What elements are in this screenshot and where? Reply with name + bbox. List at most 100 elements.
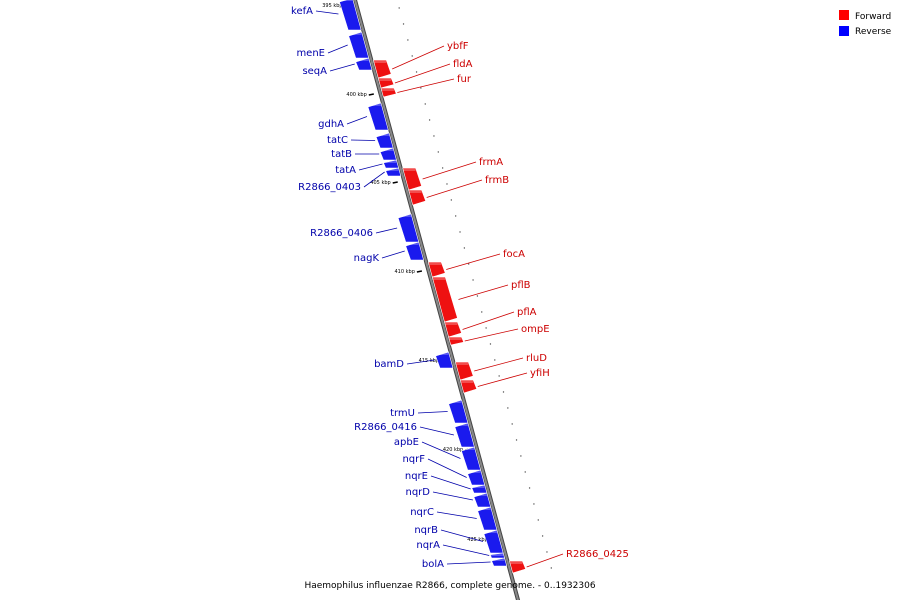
gene-shine <box>378 78 392 81</box>
gene-label-R2866_0416[interactable]: R2866_0416 <box>354 422 417 433</box>
gene-label-gdhA[interactable]: gdhA <box>318 119 344 130</box>
gene-shine <box>380 148 394 152</box>
gene-bolA[interactable] <box>491 557 508 567</box>
gene-R2866_0425[interactable] <box>509 560 527 574</box>
outer-track-dot <box>541 535 544 537</box>
gene-label-ompE[interactable]: ompE <box>521 324 550 335</box>
gene-label-bamD[interactable]: bamD <box>374 359 404 370</box>
gene-nqrC[interactable] <box>477 506 498 531</box>
gene-label-bolA[interactable]: bolA <box>422 559 444 570</box>
gene-label-nqrD[interactable]: nqrD <box>406 487 431 498</box>
gene-label-ybfF[interactable]: ybfF <box>447 41 469 52</box>
gene-label-frmA[interactable]: frmA <box>479 157 503 168</box>
gene-leader-line <box>327 44 348 54</box>
gene-label-focA[interactable]: focA <box>503 249 525 260</box>
label-layer: kefA menE seqA gdhA tatC tatB tatA R2866_0403 R2… <box>291 6 629 570</box>
gene-leader-line <box>426 179 483 198</box>
gene-R2866_0406[interactable] <box>397 213 420 243</box>
outer-track-dot <box>494 359 496 361</box>
gene-label-R2866_0403[interactable]: R2866_0403 <box>298 182 361 193</box>
gene-tatC[interactable] <box>375 132 394 149</box>
gene-frmB[interactable] <box>408 189 427 206</box>
gene-focA[interactable] <box>427 261 446 278</box>
gene-leader-line <box>381 250 405 259</box>
gene-menE[interactable] <box>348 31 370 59</box>
gene-label-menE[interactable]: menE <box>296 48 325 59</box>
gene-shine <box>432 277 446 280</box>
gene-label-nqrA[interactable]: nqrA <box>416 540 440 551</box>
gene-tatA[interactable] <box>383 159 400 169</box>
gene-label-nqrE[interactable]: nqrE <box>405 471 428 482</box>
gene-label-pflB[interactable]: pflB <box>511 280 531 291</box>
gene-nqrF[interactable] <box>467 469 486 486</box>
gene-R2866_0403[interactable] <box>385 167 402 177</box>
gene-seqA[interactable] <box>355 57 373 71</box>
gene-nqrD[interactable] <box>473 492 492 508</box>
gene-leader-line <box>419 426 455 436</box>
gene-fur[interactable] <box>380 87 397 98</box>
legend-reverse-label: Reverse <box>855 27 892 37</box>
gene-leader-line <box>427 458 467 478</box>
gene-label-apbE[interactable]: apbE <box>394 437 419 448</box>
gene-ompE[interactable] <box>448 336 465 346</box>
gene-label-tatA[interactable]: tatA <box>335 165 356 176</box>
gene-label-nqrF[interactable]: nqrF <box>402 454 425 465</box>
outer-track-dot <box>533 503 535 505</box>
outer-track-dot <box>428 119 431 121</box>
gene-bamD[interactable] <box>435 351 454 369</box>
kbp-tick-mark <box>392 181 398 184</box>
kbp-tick-label: 400 kbp <box>346 92 366 98</box>
gene-label-R2866_0406[interactable]: R2866_0406 <box>310 228 373 239</box>
gene-nqrB[interactable] <box>483 529 504 554</box>
gene-R2866_0416[interactable] <box>454 422 475 448</box>
gene-nagK[interactable] <box>405 241 425 261</box>
outer-track-dot <box>463 247 466 249</box>
gene-apbE[interactable] <box>461 446 482 471</box>
gene-label-tatB[interactable]: tatB <box>331 149 352 160</box>
gene-label-rluD[interactable]: rluD <box>526 353 547 364</box>
gene-shine <box>339 0 353 2</box>
gene-label-R2866_0425[interactable]: R2866_0425 <box>566 549 629 560</box>
gene-shine <box>367 103 381 107</box>
gene-nqrE[interactable] <box>471 484 488 494</box>
gene-yfiH[interactable] <box>459 379 478 394</box>
gene-pflB[interactable] <box>431 276 458 323</box>
gene-shine <box>461 447 475 451</box>
gene-label-fldA[interactable]: fldA <box>453 59 473 70</box>
gene-label-fur[interactable]: fur <box>457 74 472 85</box>
gene-label-nqrB[interactable]: nqrB <box>414 525 438 536</box>
outer-track-dot <box>485 327 487 329</box>
gene-label-pflA[interactable]: pflA <box>517 307 537 318</box>
gene-ybfF[interactable] <box>372 59 392 79</box>
gene-trmU[interactable] <box>448 399 469 424</box>
gene-label-nqrC[interactable]: nqrC <box>410 507 434 518</box>
outer-track-dot <box>498 375 500 377</box>
gene-fldA[interactable] <box>377 77 395 89</box>
gene-nqrA[interactable] <box>489 552 505 559</box>
gene-gdhA[interactable] <box>367 102 389 131</box>
kbp-tick-mark <box>416 270 423 273</box>
gene-leader-line <box>442 544 490 556</box>
gene-frmA[interactable] <box>402 167 422 191</box>
gene-label-kefA[interactable]: kefA <box>291 6 313 17</box>
gene-tatB[interactable] <box>379 147 397 161</box>
gene-label-yfiH[interactable]: yfiH <box>530 368 550 379</box>
gene-label-tatC[interactable]: tatC <box>327 135 348 146</box>
gene-kefA[interactable] <box>339 0 362 31</box>
outer-track-dot <box>454 215 457 217</box>
gene-leader-line <box>417 411 448 414</box>
gene-shine <box>460 380 474 383</box>
gene-shine <box>348 32 362 36</box>
gene-leader-line <box>430 475 471 490</box>
outer-track-dot <box>441 167 444 169</box>
outer-track-dot <box>424 103 426 105</box>
gene-shine <box>477 507 491 511</box>
gene-shine <box>491 558 505 561</box>
gene-label-seqA[interactable]: seqA <box>302 66 327 77</box>
gene-label-nagK[interactable]: nagK <box>354 253 380 264</box>
gene-label-frmB[interactable]: frmB <box>485 175 509 186</box>
gene-label-trmU[interactable]: trmU <box>390 408 415 419</box>
gene-rluD[interactable] <box>454 361 474 381</box>
gene-leader-line <box>432 491 474 501</box>
gene-pflA[interactable] <box>444 321 462 338</box>
